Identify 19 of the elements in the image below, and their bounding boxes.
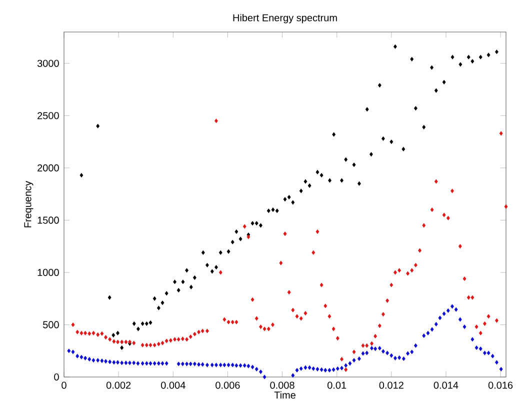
x-tick-label: 0.008 <box>270 382 294 389</box>
x-tick-label: 0.004 <box>161 382 186 389</box>
y-tick-label: 2500 <box>38 112 59 120</box>
x-tick-label: 0.012 <box>379 382 404 389</box>
y-tick-label: 1000 <box>38 268 59 276</box>
chart-title: Hibert Energy spectrum <box>233 14 337 24</box>
y-axis-title: Frequency <box>24 180 34 228</box>
y-tick-label: 0 <box>54 373 59 381</box>
y-tick-label: 1500 <box>38 216 59 224</box>
x-tick-label: 0.016 <box>488 382 513 389</box>
x-tick-label: 0 <box>62 382 66 389</box>
x-tick-label: 0.014 <box>434 382 458 389</box>
y-tick-label: 3000 <box>37 60 59 67</box>
x-tick-label: 0.002 <box>106 382 131 389</box>
x-tick-label: 0.01 <box>328 382 346 389</box>
x-tick-label: 0.006 <box>216 382 240 389</box>
x-axis-title: Time <box>274 391 296 399</box>
y-tick-label: 500 <box>43 321 59 328</box>
y-tick-label: 2000 <box>38 164 59 172</box>
